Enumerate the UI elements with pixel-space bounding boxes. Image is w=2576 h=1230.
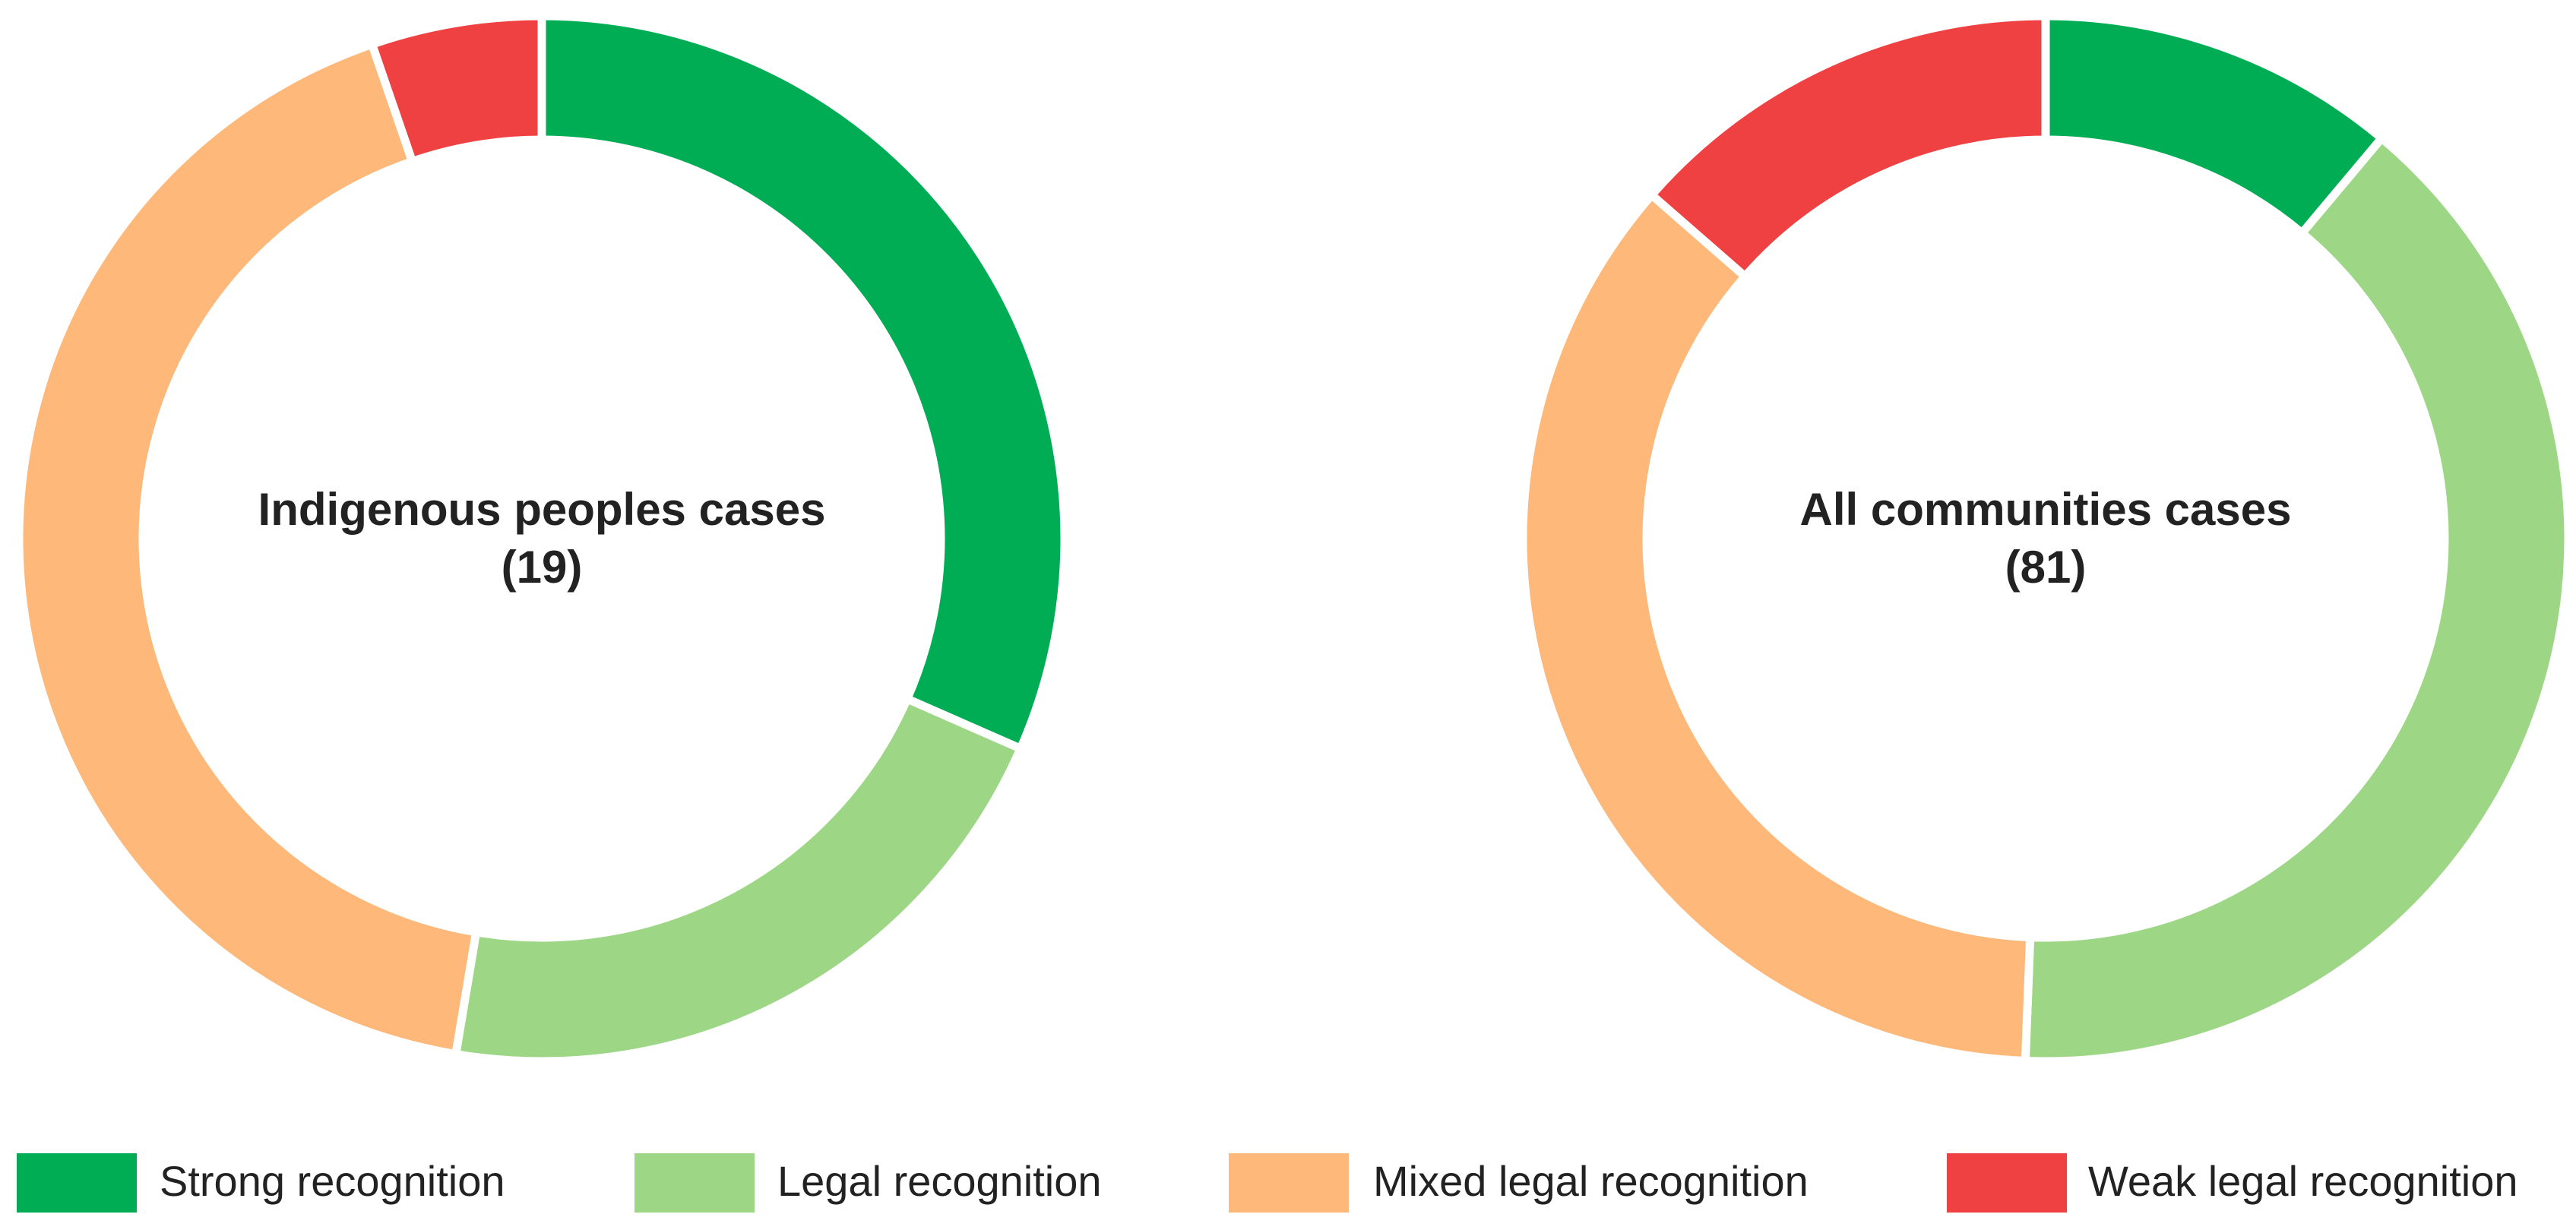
donut-segment	[537, 11, 1069, 754]
legend-label: Weak legal recognition	[2088, 1157, 2518, 1205]
legend-label: Legal recognition	[777, 1157, 1102, 1205]
donut-segment	[366, 11, 546, 167]
legend-swatch	[1947, 1153, 2067, 1213]
donut-segment	[1645, 11, 2050, 283]
legend-label: Mixed legal recognition	[1373, 1157, 1809, 1205]
donut-segment	[2021, 132, 2573, 1066]
donut-segment	[1518, 188, 2035, 1066]
legend-swatch	[17, 1153, 137, 1213]
donut-segment	[14, 39, 481, 1059]
center-title: Indigenous peoples cases (19)	[258, 484, 826, 593]
legend-label: Strong recognition	[160, 1157, 505, 1205]
donut-segment	[451, 693, 1027, 1066]
legend-swatch	[635, 1153, 755, 1213]
center-title: All communities cases (81)	[1799, 484, 2292, 593]
legend-swatch	[1229, 1153, 1349, 1213]
